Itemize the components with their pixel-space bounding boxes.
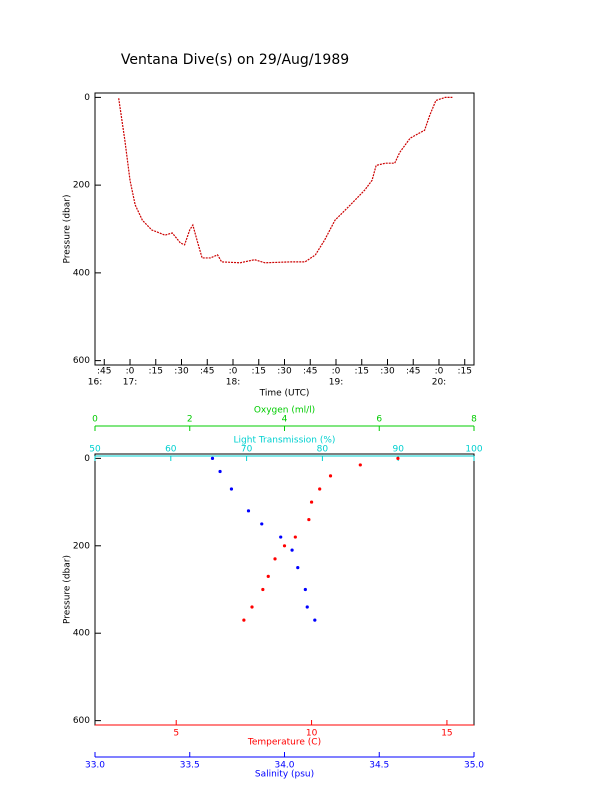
data-point	[313, 618, 317, 622]
y-tick-label: 0	[84, 454, 90, 464]
data-point	[242, 618, 246, 622]
data-point	[246, 509, 251, 513]
data-point	[318, 487, 322, 491]
y-tick-label: 200	[73, 181, 90, 191]
data-point	[273, 557, 277, 561]
x-hour-label: 16:	[88, 378, 102, 388]
x-tick-label: 34.5	[369, 761, 389, 771]
x-tick-label: :30	[174, 367, 189, 377]
x-tick-label: :15	[252, 367, 266, 377]
data-point	[293, 535, 297, 539]
x-axis-label: Salinity (psu)	[255, 770, 314, 780]
x-hour-label: 18:	[226, 378, 240, 388]
y-tick-label: 400	[73, 629, 90, 639]
x-hour-label: 19:	[329, 378, 343, 388]
x-tick-label: 4	[282, 415, 288, 425]
data-point	[296, 566, 300, 570]
data-point	[279, 535, 283, 539]
data-point	[396, 456, 400, 460]
x-tick-label: 5	[173, 729, 179, 739]
data-point	[282, 544, 287, 548]
data-point	[261, 587, 265, 592]
x-tick-label: :0	[229, 367, 238, 377]
data-point	[358, 463, 362, 467]
x-tick-label: 35.0	[464, 761, 484, 771]
y-tick-label: 600	[73, 356, 90, 366]
x-tick-label: :45	[406, 367, 420, 377]
data-point	[229, 487, 234, 491]
x-tick-label: :0	[332, 367, 341, 377]
x-tick-label: 15	[441, 729, 452, 739]
x-tick-label: :45	[303, 367, 317, 377]
x-tick-label: 60	[165, 445, 177, 455]
x-tick-label: :30	[277, 367, 292, 377]
x-axis-label: Light Transmission (%)	[234, 436, 336, 446]
x-tick-label: 0	[92, 415, 98, 425]
x-tick-label: :45	[200, 367, 214, 377]
x-tick-label: :45	[97, 367, 111, 377]
data-point	[218, 469, 222, 474]
data-point	[307, 517, 311, 522]
data-point	[250, 605, 254, 609]
data-point	[328, 474, 333, 478]
y-tick-label: 600	[73, 716, 90, 726]
x-tick-label: :15	[457, 367, 471, 377]
chart-title: Ventana Dive(s) on 29/Aug/1989	[121, 52, 349, 68]
x-tick-label: 34.0	[274, 761, 294, 771]
data-point	[303, 587, 307, 592]
x-tick-label: 8	[471, 415, 477, 425]
x-tick-label: 33.0	[85, 761, 105, 771]
data-point	[305, 605, 309, 609]
y-tick-label: 200	[73, 541, 90, 551]
x-tick-label: :15	[354, 367, 368, 377]
x-tick-label: :30	[380, 367, 395, 377]
x-tick-label: 100	[465, 445, 482, 455]
y-axis-label: Pressure (dbar)	[63, 195, 73, 264]
y-tick-label: 400	[73, 268, 90, 278]
data-point	[210, 456, 215, 460]
x-tick-label: :0	[126, 367, 135, 377]
y-tick-label: 0	[84, 93, 90, 103]
x-tick-label: 6	[376, 415, 382, 425]
data-point	[309, 500, 314, 504]
x-hour-label: 20:	[432, 378, 446, 388]
x-tick-label: :0	[435, 367, 444, 377]
x-tick-label: 10	[306, 729, 318, 739]
x-tick-label: 80	[317, 445, 329, 455]
x-axis-label: Time (UTC)	[259, 389, 310, 399]
x-axis-label: Temperature (C)	[247, 738, 321, 748]
data-point	[266, 574, 270, 578]
x-hour-label: 17:	[123, 378, 137, 388]
x-tick-label: 2	[187, 415, 193, 425]
x-tick-label: 50	[89, 445, 101, 455]
pressure-line	[118, 96, 453, 264]
x-tick-label: 33.5	[180, 761, 200, 771]
data-point	[260, 522, 264, 526]
x-axis-label: Oxygen (ml/l)	[254, 406, 315, 416]
data-point	[290, 548, 294, 552]
y-axis-label: Pressure (dbar)	[63, 555, 73, 624]
x-tick-label: 90	[392, 445, 404, 455]
x-tick-label: :15	[149, 367, 163, 377]
x-tick-label: 70	[241, 445, 253, 455]
